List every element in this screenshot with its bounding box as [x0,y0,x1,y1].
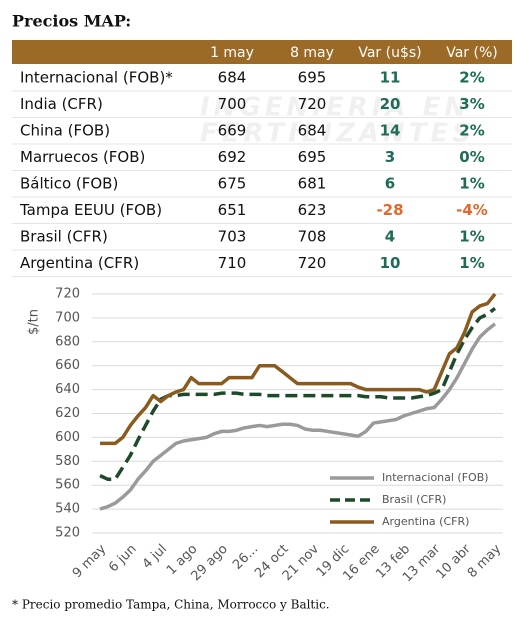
cell: 703 [218,228,247,246]
row-label: Marruecos (FOB) [20,148,145,166]
y-tick-label: 600 [55,430,80,445]
cell: 0% [459,148,484,166]
cell: 669 [218,122,247,140]
cell: 623 [298,201,327,219]
y-tick-label: 680 [55,334,80,349]
y-tick-label: 620 [55,406,80,421]
y-tick-label: 720 [55,287,80,302]
column-header: Var (u$s) [358,45,421,61]
cell: 695 [298,148,327,166]
cell: 684 [218,69,247,87]
footnote: * Precio promedio Tampa, China, Morrocco… [12,598,330,612]
x-tick-label: 6 jun [106,542,140,576]
cell: 20 [380,95,401,113]
cell: 11 [380,69,401,87]
cell: 6 [385,175,395,193]
cell: 681 [298,175,327,193]
column-header: 8 may [290,45,334,61]
table-header-bg [12,40,512,64]
cell: -4% [456,201,488,219]
cell: 692 [218,148,247,166]
column-header: 1 may [210,45,254,61]
cell: 720 [298,95,327,113]
row-label: Tampa EEUU (FOB) [19,201,162,219]
legend-label: Internacional (FOB) [382,471,489,484]
cell: 1% [459,254,484,272]
series-line [99,322,497,511]
row-label: China (FOB) [20,122,110,140]
cell: 720 [298,254,327,272]
cell: 651 [218,201,247,219]
cell: 708 [298,228,327,246]
y-tick-label: 580 [55,454,80,469]
row-label: Internacional (FOB)* [20,69,173,87]
x-tick-label: 10 abr [433,541,474,582]
series-line [99,306,497,481]
legend-label: Brasil (CFR) [382,493,446,506]
column-header: Var (%) [446,45,498,61]
legend-label: Argentina (CFR) [382,515,469,528]
y-tick-label: 560 [55,478,80,493]
cell: 1% [459,175,484,193]
y-axis-label: $/tn [27,309,42,335]
cell: 684 [298,122,327,140]
x-tick-label: 9 may [70,541,110,581]
cell: 700 [218,95,247,113]
y-tick-label: 700 [55,310,80,325]
cell: -28 [376,201,403,219]
x-tick-label: 8 may [465,541,505,581]
row-label: Brasil (CFR) [20,228,108,246]
cell: 3 [385,148,395,166]
cell: 1% [459,228,484,246]
row-label: India (CFR) [20,95,103,113]
title: Precios MAP: [12,12,131,31]
y-tick-label: 640 [55,382,80,397]
series-line [100,292,497,446]
cell: 10 [380,254,401,272]
row-label: Argentina (CFR) [20,254,139,272]
cell: 2% [459,69,484,87]
cell: 695 [298,69,327,87]
cell: 675 [218,175,247,193]
cell: 4 [385,228,395,246]
y-tick-label: 660 [55,358,80,373]
row-label: Báltico (FOB) [20,175,118,193]
cell: 3% [459,95,484,113]
cell: 710 [218,254,247,272]
y-tick-label: 540 [55,502,80,517]
cell: 14 [380,122,401,140]
cell: 2% [459,122,484,140]
y-tick-label: 520 [55,526,80,541]
